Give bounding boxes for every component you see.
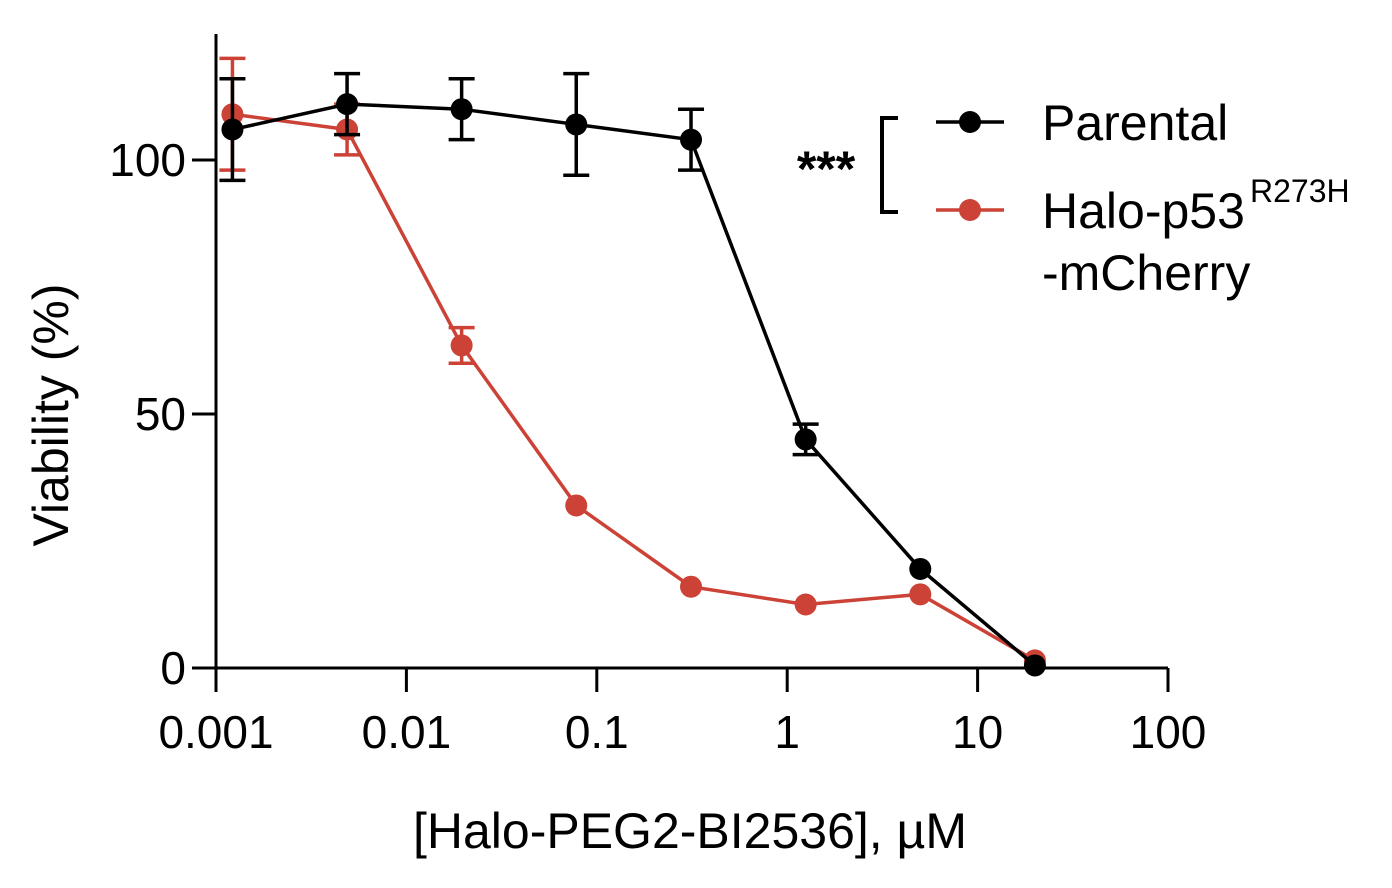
data-point [336, 93, 359, 116]
legend: Parental Halo-p53 R273H-mCherry [936, 95, 1350, 301]
x-axis-title: [Halo-PEG2-BI2536], µM [413, 803, 967, 859]
legend-item-halo-p53: Halo-p53 R273H-mCherry [936, 173, 1350, 301]
data-point [794, 593, 817, 616]
series-layer [219, 56, 1046, 677]
legend-superscript: R273H [1250, 173, 1350, 209]
y-tick-label: 100 [109, 134, 186, 186]
legend-marker [959, 111, 981, 133]
series-line [232, 112, 1036, 662]
legend-label: Parental [1042, 95, 1228, 151]
significance-bracket [880, 116, 898, 214]
data-point [450, 98, 473, 121]
y-axis-title: Viability (%) [23, 283, 79, 546]
data-point [909, 557, 932, 580]
series-line [232, 102, 1037, 667]
x-tick-label: 10 [952, 706, 1003, 758]
data-point [1023, 654, 1046, 677]
data-point [794, 428, 817, 451]
x-tick-label: 0.001 [158, 706, 273, 758]
x-tick-label: 100 [1130, 706, 1207, 758]
data-point [450, 334, 473, 357]
x-tick-label: 0.01 [362, 706, 452, 758]
axis-ticks: 0.001 0.01 0.1 1 10 100 0 50 100 [109, 134, 1206, 758]
x-tick-label: 0.1 [565, 706, 629, 758]
y-tick-label: 50 [135, 388, 186, 440]
legend-item-parental: Parental [936, 95, 1228, 151]
data-point [565, 113, 588, 136]
legend-marker [959, 199, 981, 221]
series-parental [219, 71, 1046, 677]
significance-label: *** [797, 141, 856, 197]
x-tick-label: 1 [774, 706, 800, 758]
data-point [680, 128, 703, 151]
legend-label: Halo-p53 [1042, 183, 1245, 239]
legend-label-line2: -mCherry [1042, 245, 1250, 301]
data-point [909, 583, 932, 606]
data-point [221, 118, 244, 141]
data-point [680, 575, 703, 598]
data-point [565, 494, 588, 517]
axes [214, 34, 1168, 670]
y-tick-label: 0 [160, 642, 186, 694]
